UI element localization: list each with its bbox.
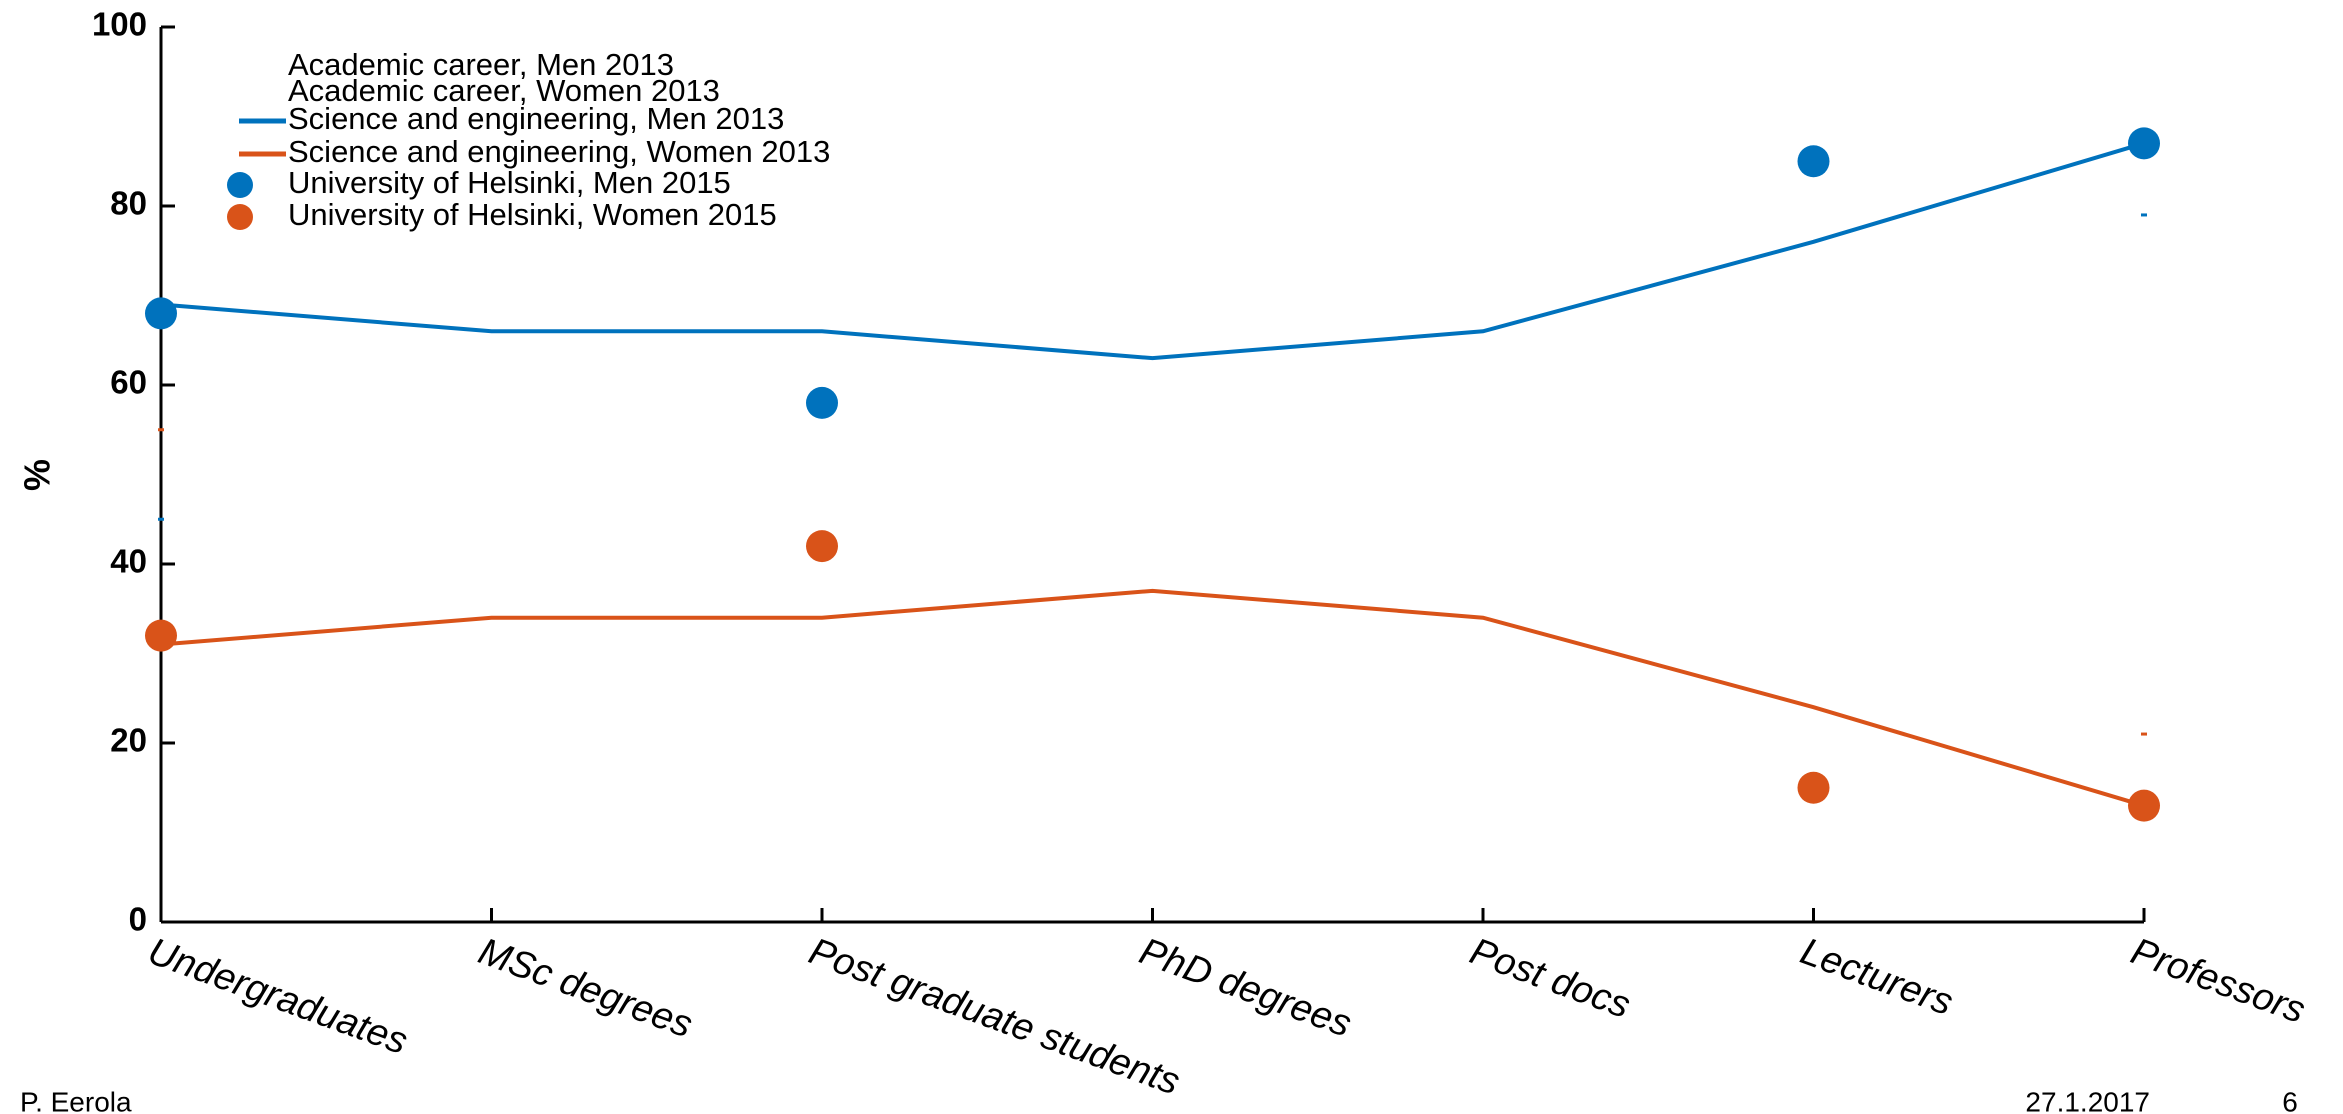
x-tick-label: Post graduate students [803,930,1185,1103]
marker [1797,771,1830,804]
y-tick-label: 0 [129,901,147,938]
marker [806,530,838,563]
footer-author: P. Eerola [20,1086,132,1114]
x-tick-label: Professors [2125,930,2310,1032]
y-tick-label: 100 [92,6,147,43]
marker [2128,127,2160,160]
legend-label: University of Helsinki, Women 2015 [288,197,777,232]
footer-date: 27.1.2017 [2025,1086,2150,1114]
y-axis-label: % [17,459,58,491]
legend-label: Academic career, Women 2013 [288,73,720,108]
x-tick-label: PhD degrees [1134,930,1357,1045]
y-tick-label: 20 [110,722,147,759]
footer-page: 6 [2282,1086,2298,1114]
marker [2128,789,2160,822]
legend-marker [227,204,253,230]
series-line [160,588,2145,808]
marker [1797,145,1830,178]
y-tick-label: 40 [110,543,147,580]
series-line [160,141,2145,361]
legend-marker [227,172,253,198]
legend-label: University of Helsinki, Men 2015 [288,165,731,200]
x-tick-label: MSc degrees [473,930,698,1046]
marker [145,619,177,652]
y-tick-label: 60 [110,364,147,401]
x-tick-label: Post docs [1464,930,1635,1027]
x-tick-label: Lecturers [1795,930,1958,1024]
legend-label: Science and engineering, Men 2013 [288,101,784,136]
legend-label: Academic career, Men 2013 [288,47,674,82]
marker [806,386,838,419]
marker [145,297,177,330]
y-tick-label: 80 [110,185,147,222]
x-tick-label: Undergraduates [142,930,412,1063]
legend-label: Science and engineering, Women 2013 [288,134,830,169]
